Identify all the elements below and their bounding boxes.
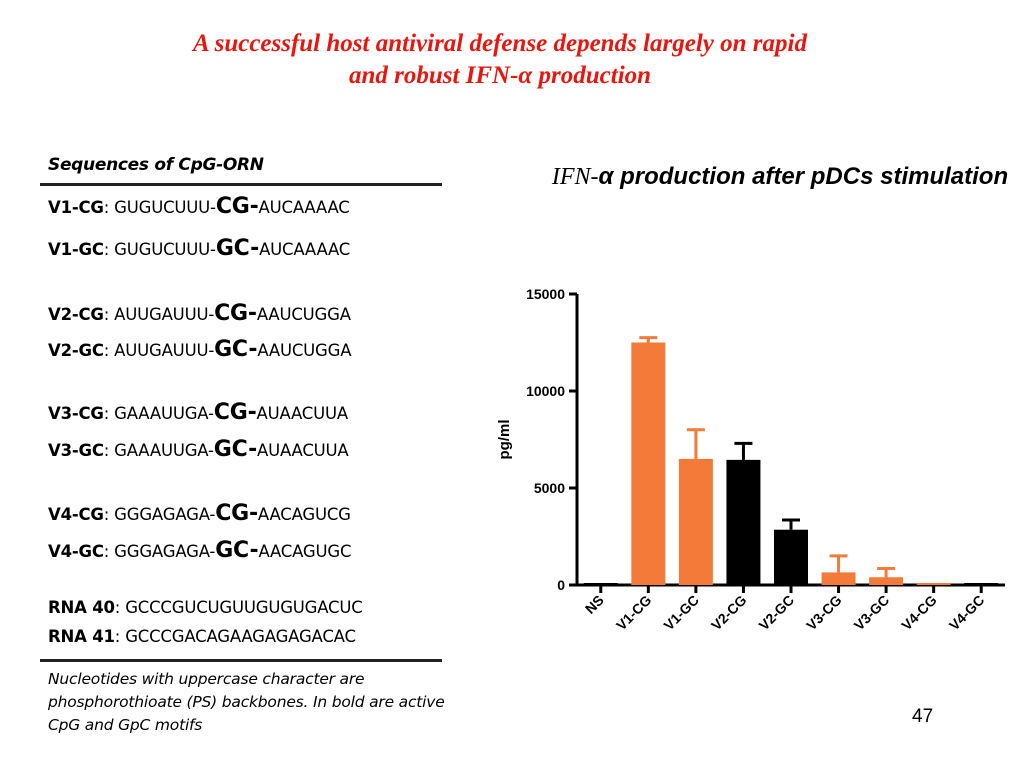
sequence-prefix: GGGAGAGA-: [114, 505, 216, 524]
y-axis-label: pg/ml: [496, 420, 513, 460]
sequence-suffix: AACAGUGC: [258, 542, 352, 561]
sequence-motif: GC-: [215, 236, 260, 261]
sequence-row: V3-GC: GAAAUUGA-GC-AUAACUUA: [48, 439, 349, 462]
sequence-note: Nucleotides with uppercase character are…: [48, 670, 445, 734]
x-tick-label: V1-GC: [660, 592, 702, 634]
sequence-separator: :: [103, 505, 115, 524]
x-tick-label: V1-CG: [613, 592, 655, 634]
sequence-prefix: GUGUCUUU-: [114, 240, 216, 259]
sequence-separator: :: [103, 341, 115, 360]
y-tick-label: 10000: [526, 383, 565, 399]
sequence-separator: :: [103, 240, 115, 259]
sequence-name: RNA 41: [48, 627, 115, 646]
chart-title-rest: α production after pDCs stimulation: [598, 163, 1009, 190]
chart-title: IFN-α production after pDCs stimulation: [540, 160, 1020, 194]
sequence-prefix: GAAAUUGA-: [114, 404, 214, 423]
bar: [678, 458, 713, 585]
top-divider: [40, 183, 442, 186]
sequence-row: V4-CG: GGGAGAGA-CG-AACAGUCG: [48, 503, 351, 526]
sequence-motif: CG-: [214, 301, 257, 326]
sequence-prefix: GCCCGACAGAAGAGAGACAC: [125, 627, 356, 646]
sequence-name: V3-CG: [48, 404, 104, 423]
sequence-prefix: AUUGAUUU-: [114, 341, 215, 360]
sequence-row: V2-CG: AUUGAUUU-CG-AAUCUGGA: [48, 303, 351, 326]
bar: [631, 342, 666, 585]
sequence-motif: CG-: [213, 400, 257, 425]
slide-title: A successful host antiviral defense depe…: [100, 28, 900, 92]
sequence-suffix: AUAACUUA: [256, 404, 349, 423]
y-tick-label: 0: [557, 577, 565, 593]
bar: [821, 572, 856, 585]
bar: [726, 459, 761, 585]
x-tick-label: V2-CG: [708, 592, 750, 634]
sequence-row: RNA 40: GCCCGUCUGUUGUGUGACUC: [48, 597, 363, 619]
sequence-row: RNA 41: GCCCGACAGAAGAGAGACAC: [48, 626, 356, 648]
sequence-row: V4-GC: GGGAGAGA-GC-AACAGUGC: [48, 540, 351, 563]
sequence-suffix: AUCAAAAC: [258, 198, 350, 217]
sequence-suffix: AAUCUGGA: [256, 305, 351, 324]
sequence-row: V2-GC: AUUGAUUU-GC-AAUCUGGA: [48, 339, 351, 362]
sequence-name: V4-GC: [48, 542, 104, 561]
sequence-separator: :: [103, 198, 115, 217]
bar: [869, 577, 904, 585]
sequence-prefix: GCCCGUCUGUUGUGUGACUC: [125, 598, 363, 617]
sequence-name: V3-GC: [48, 441, 104, 460]
bottom-divider: [40, 659, 442, 662]
sequence-prefix: AUUGAUUU-: [114, 305, 215, 324]
x-tick-label: V4-CG: [898, 592, 940, 634]
sequence-name: V1-CG: [48, 198, 104, 217]
sequence-suffix: AUCAAAAC: [259, 240, 351, 259]
slide-title-line-2: and robust IFN-α production: [348, 62, 652, 89]
slide-title-line-1: A successful host antiviral defense depe…: [193, 30, 807, 57]
y-tick-label: 15000: [526, 286, 565, 302]
sequence-separator: :: [103, 305, 115, 324]
sequences-heading: Sequences of CpG-ORN: [48, 155, 264, 175]
sequence-prefix: GAAAUUGA-: [114, 441, 214, 460]
x-tick-label: V2-GC: [756, 592, 798, 634]
sequence-name: V2-CG: [48, 305, 104, 324]
sequence-separator: :: [114, 598, 126, 617]
sequence-row: V3-CG: GAAAUUGA-CG-AUAACUUA: [48, 402, 348, 425]
sequence-prefix: GUGUCUUU-: [114, 198, 216, 217]
bar: [774, 529, 808, 585]
page-number: 47: [912, 706, 934, 727]
sequence-motif: GC-: [215, 538, 259, 563]
sequence-suffix: AAUCUGGA: [257, 341, 352, 360]
sequence-name: RNA 40: [48, 598, 115, 617]
x-tick-label: V3-GC: [851, 592, 893, 634]
sequence-name: V4-CG: [48, 505, 104, 524]
chart-title-prefix: IFN-: [551, 164, 599, 190]
sequence-name: V2-GC: [48, 341, 104, 360]
sequence-suffix: AACAGUCG: [257, 505, 351, 524]
x-tick-label: V4-GC: [946, 592, 988, 634]
sequence-row: V1-CG: GUGUCUUU-CG-AUCAAAAC: [48, 196, 350, 219]
x-tick-label: V3-CG: [803, 592, 845, 634]
sequence-separator: :: [103, 441, 115, 460]
sequence-prefix: GGGAGAGA-: [114, 542, 216, 561]
sequence-motif: GC-: [214, 337, 258, 362]
x-tick-label: NS: [582, 592, 607, 617]
sequence-name: V1-GC: [48, 240, 104, 259]
sequence-motif: CG-: [215, 501, 258, 526]
sequence-separator: :: [103, 542, 115, 561]
sequence-separator: :: [103, 404, 115, 423]
sequence-row: V1-GC: GUGUCUUU-GC-AUCAAAAC: [48, 238, 350, 261]
sequences-panel: Sequences of CpG-ORN: [48, 154, 448, 176]
y-tick-label: 5000: [534, 480, 565, 496]
ifn-bar-chart: 0 5000 10000 15000 pg/ml NS V1-CG V1-GC V2-CG V2-…: [496, 286, 1005, 634]
sequence-motif: CG-: [215, 194, 259, 219]
sequence-motif: GC-: [213, 437, 258, 462]
sequence-separator: :: [114, 627, 126, 646]
sequence-suffix: AUAACUUA: [257, 441, 349, 460]
